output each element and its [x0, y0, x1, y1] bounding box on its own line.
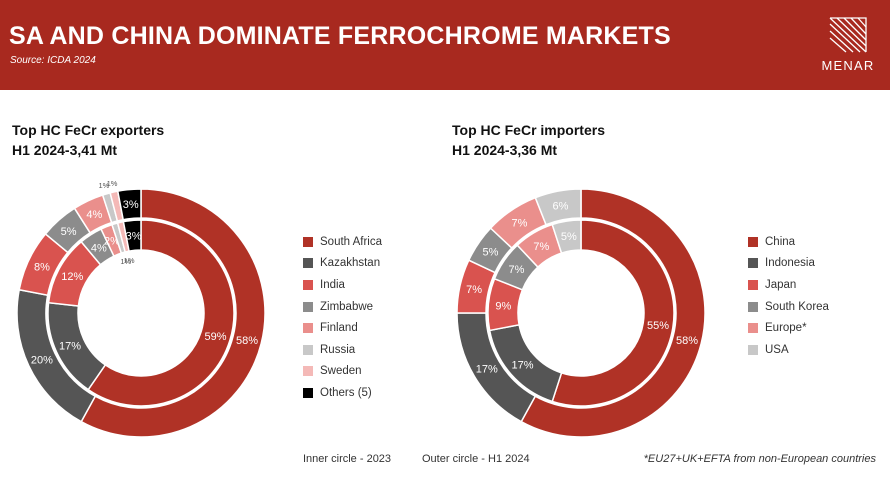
logo-text: MENAR	[821, 58, 875, 73]
importers-legend-item-indonesia: Indonesia	[748, 253, 829, 275]
importers-subtitle: H1 2024-3,36 Mt	[452, 142, 558, 158]
importers-legend-swatch	[748, 344, 758, 355]
importers-legend-swatch	[748, 323, 758, 334]
exporters-legend-swatch	[303, 236, 313, 247]
exporters-inner-label-india: 12%	[61, 271, 83, 283]
exporters-legend-label: South Africa	[320, 235, 383, 248]
exporters-legend-item-finland: Finland	[303, 317, 382, 339]
importers-inner-label-europe: 7%	[533, 241, 549, 253]
inner-circle-note: Inner circle - 2023	[303, 453, 392, 465]
exporters-legend: South Africa Kazakhstan India Zimbabwe Finla…	[303, 231, 382, 404]
exporters-outer-slice-others-5	[116, 188, 142, 221]
exporters-inner-slice-south-africa	[87, 219, 235, 407]
outer-circle-note: Outer circle - H1 2024	[422, 453, 530, 465]
exporters-outer-label-russia: 1%	[98, 181, 109, 190]
importers-legend-swatch	[748, 258, 758, 269]
importers-legend-label: China	[765, 235, 796, 248]
exporters-inner-label-south-africa: 59%	[204, 331, 226, 343]
exporters-legend-swatch	[303, 301, 313, 312]
header-banner: SA AND CHINA DOMINATE FERROCHROME MARKET…	[0, 0, 890, 90]
exporters-outer-label-finland: 4%	[86, 209, 102, 221]
exporters-legend-label: Finland	[320, 322, 358, 335]
importers-outer-label-japan: 7%	[466, 284, 482, 296]
exporters-legend-swatch	[303, 258, 313, 269]
importers-inner-label-china: 55%	[647, 320, 669, 332]
importers-legend-swatch	[748, 279, 758, 290]
exporters-inner-label-zimbabwe: 4%	[91, 242, 107, 254]
importers-inner-slice-usa	[551, 219, 582, 255]
exporters-outer-label-sweden: 1%	[107, 179, 118, 188]
exporters-inner-slice-others-5	[122, 219, 142, 253]
importers-outer-label-china: 58%	[676, 335, 698, 347]
importers-outer-slice-usa	[534, 188, 582, 226]
page-title: SA AND CHINA DOMINATE FERROCHROME MARKET…	[9, 22, 671, 50]
exporters-outer-label-south-africa: 58%	[236, 335, 258, 347]
importers-legend-item-south-korea: South Korea	[748, 296, 829, 318]
exporters-legend-swatch	[303, 344, 313, 355]
importers-legend-item-usa: USA	[748, 339, 829, 361]
importers-legend-label: Europe*	[765, 322, 807, 335]
importers-title: Top HC FeCr importers	[452, 122, 605, 138]
importers-legend-label: Japan	[765, 278, 797, 291]
menar-logo: MENAR	[818, 12, 878, 76]
exporters-legend-swatch	[303, 279, 313, 290]
importers-legend-label: Indonesia	[765, 257, 815, 270]
importers-outer-slice-china	[520, 188, 706, 438]
exporters-legend-label: India	[320, 278, 345, 291]
importers-legend-swatch	[748, 236, 758, 247]
exporters-legend-label: Others (5)	[320, 386, 372, 399]
exporters-legend-label: Kazakhstan	[320, 257, 381, 270]
exporters-legend-swatch	[303, 323, 313, 334]
importers-outer-label-south-korea: 5%	[482, 246, 498, 258]
exporters-outer-label-india: 8%	[34, 261, 50, 273]
exporters-outer-label-zimbabwe: 5%	[61, 226, 77, 238]
exporters-legend-label: Russia	[320, 343, 356, 356]
exporters-inner-label-sweden: 1%	[124, 256, 135, 265]
exporters-title: Top HC FeCr exporters	[12, 122, 165, 138]
importers-inner-label-indonesia: 17%	[511, 360, 533, 372]
exporters-inner-label-others-5: 3%	[126, 230, 142, 242]
importers-legend-label: South Korea	[765, 300, 829, 313]
menar-logo-icon	[829, 17, 867, 53]
exporters-legend-item-kazakhstan: Kazakhstan	[303, 253, 382, 275]
exporters-legend-item-south-africa: South Africa	[303, 231, 382, 253]
exporters-inner-label-kazakhstan: 17%	[59, 340, 81, 352]
exporters-chart-title: Top HC FeCr exporters H1 2024-3,41 Mt	[12, 120, 164, 160]
importers-legend-item-china: China	[748, 231, 829, 253]
importers-outer-label-indonesia: 17%	[476, 364, 498, 376]
importers-legend-item-europe: Europe*	[748, 317, 829, 339]
importers-legend-swatch	[748, 301, 758, 312]
importers-legend-item-japan: Japan	[748, 274, 829, 296]
exporters-legend-item-others-5: Others (5)	[303, 382, 382, 404]
exporters-legend-swatch	[303, 387, 313, 398]
exporters-outer-label-kazakhstan: 20%	[31, 355, 53, 367]
exporters-legend-item-sweden: Sweden	[303, 361, 382, 383]
source-text: Source: ICDA 2024	[10, 55, 96, 66]
exporters-outer-label-others-5: 3%	[123, 199, 139, 211]
exporters-legend-item-india: India	[303, 274, 382, 296]
exporters-legend-label: Zimbabwe	[320, 300, 374, 313]
europe-footnote: *EU27+UK+EFTA from non-European countrie…	[643, 453, 876, 465]
exporters-inner-label-russia: 1%	[120, 257, 131, 266]
importers-outer-label-europe: 7%	[511, 217, 527, 229]
importers-inner-label-south-korea: 7%	[509, 264, 525, 276]
importers-inner-label-usa: 5%	[561, 231, 577, 243]
importers-inner-label-japan: 9%	[495, 301, 511, 313]
importers-inner-slice-china	[551, 219, 675, 407]
importers-outer-label-usa: 6%	[553, 200, 569, 212]
exporters-legend-swatch	[303, 366, 313, 377]
importers-chart-title: Top HC FeCr importers H1 2024-3,36 Mt	[452, 120, 605, 160]
importers-legend: China Indonesia Japan South Korea Europe* USA	[748, 231, 829, 361]
exporters-subtitle: H1 2024-3,41 Mt	[12, 142, 118, 158]
exporters-legend-label: Sweden	[320, 365, 362, 378]
exporters-legend-item-zimbabwe: Zimbabwe	[303, 296, 382, 318]
importers-legend-label: USA	[765, 343, 789, 356]
exporters-outer-slice-south-africa	[80, 188, 266, 438]
exporters-legend-item-russia: Russia	[303, 339, 382, 361]
